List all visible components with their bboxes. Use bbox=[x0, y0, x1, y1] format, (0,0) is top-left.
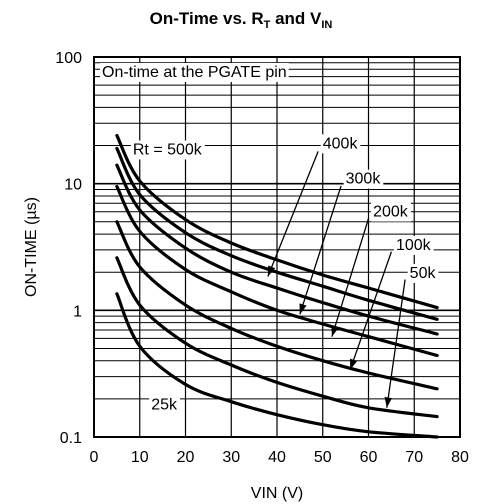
series-label-bg-0 bbox=[130, 140, 205, 160]
annotation-text: On-time at the PGATE pin bbox=[102, 64, 287, 81]
x-tick-label: 80 bbox=[451, 449, 469, 466]
arrow-line-1 bbox=[299, 185, 342, 315]
x-tick-label: 20 bbox=[177, 449, 195, 466]
series-line-3 bbox=[115, 184, 439, 358]
arrow-layer bbox=[267, 151, 406, 408]
x-tick-label: 0 bbox=[90, 449, 99, 466]
y-tick-label: 1 bbox=[73, 303, 82, 320]
series-label-bg-1 bbox=[320, 134, 361, 154]
series-line-5 bbox=[115, 256, 439, 419]
y-tick-label: 10 bbox=[64, 177, 82, 194]
arrow-head-3 bbox=[350, 358, 358, 370]
x-tick-label: 50 bbox=[314, 449, 332, 466]
y-tick-label: 0.1 bbox=[60, 430, 82, 447]
x-tick-label: 30 bbox=[222, 449, 240, 466]
series-label-4: 100k bbox=[396, 237, 432, 254]
arrow-line-2 bbox=[331, 218, 370, 337]
series-label-bg-2 bbox=[343, 169, 384, 189]
series-line-1 bbox=[115, 146, 439, 321]
series-label-bg-4 bbox=[393, 235, 434, 255]
arrow-head-0 bbox=[267, 265, 276, 277]
series-label-1: 400k bbox=[323, 135, 359, 152]
arrow-head-4 bbox=[384, 397, 392, 408]
arrow-head-2 bbox=[331, 325, 339, 337]
label-layer: Rt = 500k 400k 300k 200k 100k 50k 25k bbox=[130, 134, 439, 415]
arrow-line-0 bbox=[267, 151, 319, 277]
series-label-5: 50k bbox=[410, 265, 437, 282]
series-line-4 bbox=[115, 220, 439, 391]
x-axis-label: VIN (V) bbox=[251, 485, 303, 502]
arrow-line-4 bbox=[386, 279, 406, 408]
series-layer bbox=[115, 133, 439, 439]
plot-border bbox=[93, 56, 461, 438]
annotation-box: On-time at the PGATE pin bbox=[100, 63, 289, 82]
y-tick-label: 100 bbox=[55, 50, 82, 67]
series-label-2: 300k bbox=[346, 171, 382, 188]
tick-layer: 0 10 20 30 40 50 60 70 80 0.1 1 10 100 bbox=[55, 50, 469, 466]
x-tick-label: 10 bbox=[131, 449, 149, 466]
x-tick-label: 40 bbox=[268, 449, 286, 466]
chart-title: On-Time vs. RT and VIN bbox=[150, 9, 333, 31]
x-tick-label: 60 bbox=[360, 449, 378, 466]
x-tick-label: 70 bbox=[405, 449, 423, 466]
series-label-0: Rt = 500k bbox=[133, 141, 203, 158]
arrow-head-1 bbox=[299, 303, 307, 315]
series-label-bg-3 bbox=[371, 202, 411, 222]
arrow-line-3 bbox=[349, 251, 392, 370]
series-label-bg-6 bbox=[149, 395, 180, 415]
series-line-6 bbox=[115, 292, 439, 439]
series-label-6: 25k bbox=[151, 396, 178, 413]
series-line-0 bbox=[115, 133, 439, 310]
series-label-bg-5 bbox=[407, 263, 439, 283]
series-label-3: 200k bbox=[373, 204, 409, 221]
y-axis-label: ON-TIME (µs) bbox=[23, 197, 40, 297]
